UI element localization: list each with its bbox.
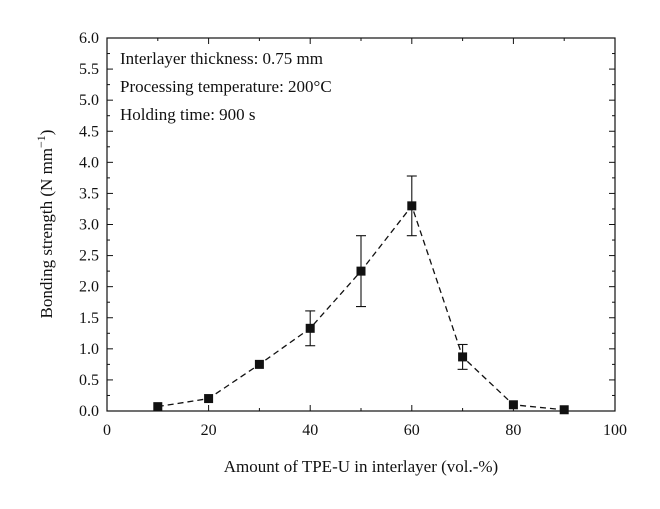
x-tick-label: 20 xyxy=(201,422,217,439)
data-point xyxy=(458,352,468,362)
y-axis: 0.0 0.5 1.0 1.5 2.0 2.5 3.0 3.5 4.0 4.5 5.0 5.5 6.0 xyxy=(79,30,615,420)
x-tick-label: 60 xyxy=(404,422,420,439)
y-axis-title-superscript: −1 xyxy=(34,135,48,148)
annotation-holding-time: Holding time: 900 s xyxy=(120,105,256,124)
data-point xyxy=(559,405,569,415)
y-tick-label: 0.0 xyxy=(79,403,99,420)
data-point xyxy=(356,266,366,276)
x-tick-label: 40 xyxy=(302,422,318,439)
x-tick-label: 0 xyxy=(103,422,111,439)
y-axis-title-main: Bonding strength (N mm xyxy=(37,148,56,318)
data-point xyxy=(305,323,315,333)
y-tick-label: 5.5 xyxy=(79,61,99,78)
y-tick-label: 2.0 xyxy=(79,279,99,296)
annotation-block: Interlayer thickness: 0.75 mm Processing… xyxy=(120,49,332,124)
y-tick-label: 1.5 xyxy=(79,310,99,327)
x-tick-label: 100 xyxy=(603,422,627,439)
data-series xyxy=(153,175,569,415)
data-point xyxy=(153,402,163,412)
y-tick-label: 2.5 xyxy=(79,248,99,265)
data-point xyxy=(407,201,417,211)
data-point xyxy=(204,394,214,404)
y-tick-label: 3.5 xyxy=(79,185,99,202)
y-tick-label: 1.0 xyxy=(79,341,99,358)
y-tick-label: 3.0 xyxy=(79,217,99,234)
y-tick-label: 4.5 xyxy=(79,123,99,140)
y-tick-label: 0.5 xyxy=(79,372,99,389)
y-axis-title-close: ) xyxy=(37,130,56,136)
x-tick-label: 80 xyxy=(505,422,521,439)
y-tick-label: 6.0 xyxy=(79,30,99,47)
data-point xyxy=(508,400,518,410)
y-tick-label: 5.0 xyxy=(79,92,99,109)
x-axis-title: Amount of TPE-U in interlayer (vol.-%) xyxy=(224,457,498,476)
x-axis: 0 20 40 60 80 100 xyxy=(103,38,627,439)
y-tick-label: 4.0 xyxy=(79,154,99,171)
annotation-temperature: Processing temperature: 200°C xyxy=(120,77,332,96)
y-axis-title: Bonding strength (N mm−1) xyxy=(34,130,56,319)
data-point xyxy=(254,359,264,369)
annotation-thickness: Interlayer thickness: 0.75 mm xyxy=(120,49,323,68)
